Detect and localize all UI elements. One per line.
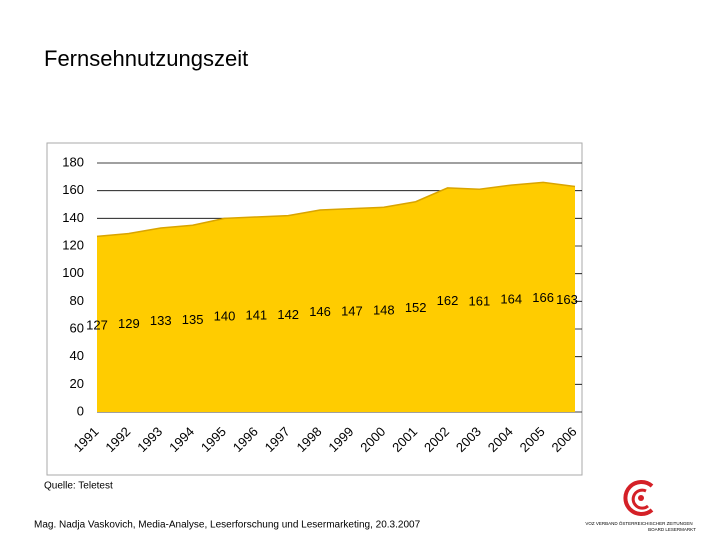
x-tick-label: 2000 bbox=[357, 424, 388, 455]
x-tick-label: 1996 bbox=[230, 424, 261, 455]
x-tick-label: 2006 bbox=[548, 424, 579, 455]
data-label: 148 bbox=[373, 303, 395, 318]
y-tick-label: 160 bbox=[62, 182, 84, 197]
x-tick-label: 2003 bbox=[453, 424, 484, 455]
x-tick-label: 1995 bbox=[198, 424, 229, 455]
footer: Mag. Nadja Vaskovich, Media-Analyse, Les… bbox=[34, 520, 421, 531]
y-tick-label: 180 bbox=[62, 154, 84, 169]
area bbox=[97, 182, 575, 412]
area-line bbox=[96, 181, 576, 238]
data-label: 147 bbox=[341, 303, 363, 318]
x-tick-label: 1992 bbox=[102, 424, 133, 455]
x-tick-label: 2005 bbox=[517, 424, 548, 455]
x-tick-label: 2004 bbox=[485, 424, 516, 455]
data-label: 135 bbox=[182, 312, 204, 327]
data-label: 164 bbox=[500, 292, 522, 307]
x-tick-label: 1994 bbox=[166, 424, 197, 455]
data-label: 140 bbox=[214, 308, 236, 323]
logo-mark bbox=[638, 495, 644, 501]
data-label: 141 bbox=[245, 308, 267, 323]
x-tick-label: 1991 bbox=[70, 424, 101, 455]
data-label: 127 bbox=[86, 317, 108, 332]
source-note: Quelle: Teletest bbox=[44, 481, 113, 492]
y-tick-label: 0 bbox=[77, 403, 84, 418]
x-tick-label: 1999 bbox=[325, 424, 356, 455]
y-tick-label: 80 bbox=[70, 293, 84, 308]
x-tick-label: 1993 bbox=[134, 424, 165, 455]
data-label: 152 bbox=[405, 300, 427, 315]
data-label: 129 bbox=[118, 316, 140, 331]
x-tick-label: 2001 bbox=[389, 424, 420, 455]
chart-frame bbox=[46, 142, 583, 476]
logo-text: VOZ VERBAND ÖSTERREICHISCHER ZEITUNGEN bbox=[585, 520, 692, 526]
data-label: 142 bbox=[277, 307, 299, 322]
logo-mark bbox=[631, 488, 649, 510]
logo: VOZ VERBAND ÖSTERREICHISCHER ZEITUNGEN B… bbox=[585, 480, 696, 532]
x-tick-label: 2002 bbox=[421, 424, 452, 455]
data-label: 146 bbox=[309, 304, 331, 319]
logo-text: BOARD LESERMARKT bbox=[648, 527, 696, 532]
y-tick-label: 100 bbox=[62, 265, 84, 280]
y-tick-label: 40 bbox=[70, 348, 84, 363]
x-tick-label: 1998 bbox=[294, 424, 325, 455]
slide-title: Fernsehnutzungszeit bbox=[44, 46, 248, 71]
y-tick-label: 120 bbox=[62, 237, 84, 252]
data-label: 162 bbox=[437, 293, 459, 308]
data-label: 166 bbox=[532, 290, 554, 305]
logo-mark bbox=[623, 480, 654, 516]
data-label: 133 bbox=[150, 313, 172, 328]
x-tick-label: 1997 bbox=[262, 424, 293, 455]
data-label: 163 bbox=[556, 292, 578, 307]
y-tick-label: 60 bbox=[70, 320, 84, 335]
y-tick-label: 140 bbox=[62, 210, 84, 225]
data-label: 161 bbox=[469, 294, 491, 309]
y-tick-label: 20 bbox=[70, 376, 84, 391]
